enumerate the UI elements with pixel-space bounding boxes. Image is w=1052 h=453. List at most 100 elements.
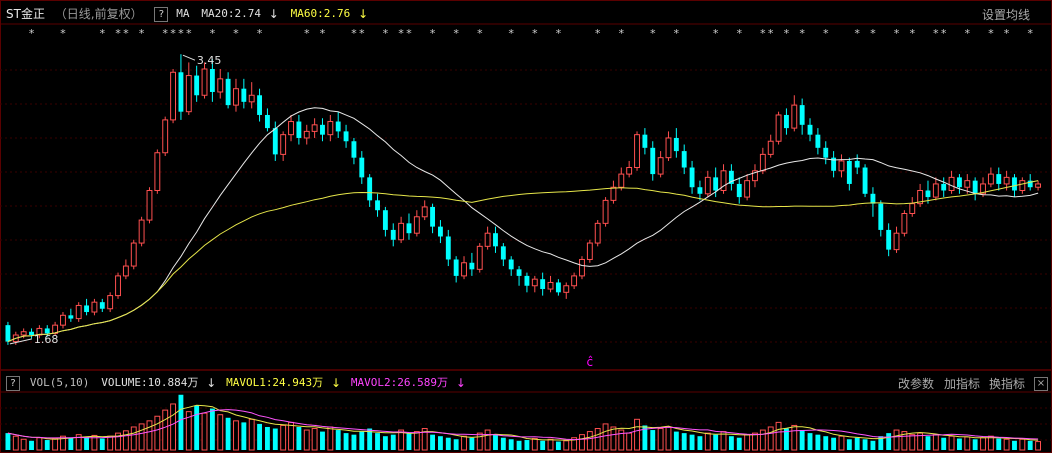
- volume-bar-down: [1012, 440, 1017, 450]
- volume-bar-down: [44, 440, 50, 450]
- volume-bar-up: [909, 434, 916, 451]
- volume-bar-down: [68, 437, 74, 450]
- volume-bar-down: [296, 426, 302, 450]
- volume-bar-down: [453, 439, 459, 450]
- info-star-marker: *: [319, 27, 326, 40]
- volume-bar-down: [925, 436, 931, 450]
- candle-body-up: [980, 183, 986, 195]
- candle-body-up: [571, 275, 578, 287]
- candle-body-down: [493, 233, 498, 247]
- volume-bar-up: [217, 414, 224, 451]
- candle-body-down: [178, 72, 184, 112]
- volume-bar-up: [398, 429, 405, 451]
- vol-help-icon[interactable]: ?: [6, 376, 20, 391]
- candle-body-up: [909, 203, 916, 214]
- candle-body-up: [107, 295, 114, 310]
- volume-bar-up: [759, 429, 766, 451]
- candle-body-down: [68, 315, 74, 319]
- candle-body-down: [437, 226, 443, 237]
- volume-bar-up: [311, 428, 318, 451]
- mavol2-value: MAVOL2:26.589万: [350, 376, 448, 389]
- volume-bar-up: [303, 429, 310, 451]
- ma-settings-button[interactable]: 设置均线: [982, 8, 1031, 22]
- candle-body-up: [75, 304, 82, 320]
- volume-down-arrow-icon: ↓: [206, 376, 217, 390]
- volume-bar-down: [445, 437, 451, 450]
- volume-bar-down: [555, 441, 561, 450]
- volume-bar-down: [335, 430, 341, 450]
- info-star-marker: *: [618, 27, 625, 40]
- switch-indicator-button[interactable]: 换指标: [989, 377, 1026, 391]
- candle-body-down: [469, 262, 475, 270]
- price-panel-header: ST金正 （日线,前复权） ? MA MA20:2.74 ↓ MA60:2.76…: [0, 3, 1052, 25]
- volume-bar-down: [681, 433, 687, 450]
- info-star-marker: *: [760, 27, 767, 40]
- volume-bar-down: [728, 436, 734, 450]
- candle-body-up: [1035, 183, 1042, 188]
- candle-body-up: [704, 176, 711, 195]
- volume-bar-up: [130, 426, 137, 451]
- volume-bar-up: [563, 440, 570, 451]
- candle-body-down: [831, 157, 837, 171]
- info-star-marker: *: [185, 27, 192, 40]
- candle-body-down: [815, 134, 821, 148]
- candle-body-down: [343, 131, 349, 142]
- candle-body-up: [154, 152, 161, 192]
- volume-bar-down: [178, 394, 184, 450]
- candle-body-up: [594, 222, 601, 244]
- candle-body-up: [130, 242, 137, 267]
- info-star-marker: *: [854, 27, 861, 40]
- candle-body-down: [972, 180, 978, 194]
- volume-bar-down: [99, 438, 105, 450]
- candle-body-down: [264, 114, 270, 129]
- candle-body-down: [320, 124, 325, 135]
- candle-body-up: [138, 219, 145, 244]
- candle-body-up: [618, 173, 625, 188]
- candle-body-up: [327, 121, 334, 136]
- volume-bar-down: [815, 434, 821, 450]
- volume-bar-up: [52, 437, 59, 451]
- volume-bar-up: [233, 420, 239, 451]
- volume-bar-up: [657, 428, 664, 451]
- candle-body-down: [5, 325, 11, 342]
- change-params-button[interactable]: 改参数: [898, 377, 935, 391]
- candle-body-up: [288, 121, 294, 136]
- candle-body-up: [461, 262, 467, 277]
- volume-bar-up: [917, 432, 924, 451]
- volume-bar-up: [618, 429, 625, 451]
- candle-body-down: [516, 269, 522, 276]
- info-star-marker: *: [555, 27, 562, 40]
- info-star-marker: *: [115, 27, 122, 40]
- ma60-line: [7, 180, 1039, 343]
- info-star-marker: *: [209, 27, 216, 40]
- candle-body-up: [484, 232, 491, 247]
- volume-bar-up: [248, 418, 255, 451]
- candle-body-up: [201, 68, 208, 96]
- candle-body-up: [775, 114, 782, 142]
- volume-bar-up: [154, 415, 161, 451]
- volume-bar-down: [375, 433, 380, 450]
- candle-body-up: [948, 176, 955, 192]
- volume-value: VOLUME:10.884万: [101, 376, 199, 389]
- help-icon[interactable]: ?: [154, 7, 169, 22]
- candle-body-down: [241, 88, 247, 102]
- info-star-marker: *: [964, 27, 971, 40]
- candle-body-up: [248, 94, 255, 103]
- volume-bar-down: [84, 436, 90, 450]
- info-star-marker: *: [303, 27, 310, 40]
- volume-bar-down: [823, 436, 829, 450]
- candle-body-down: [367, 177, 373, 201]
- info-star-marker: *: [178, 27, 185, 40]
- mavol1-value: MAVOL1:24.943万: [226, 376, 324, 389]
- add-indicator-button[interactable]: 加指标: [944, 377, 981, 391]
- volume-bar-up: [901, 431, 908, 451]
- info-star-marker: *: [233, 27, 240, 40]
- info-star-marker: *: [933, 27, 940, 40]
- candle-body-down: [225, 78, 231, 106]
- candle-body-down: [500, 246, 506, 260]
- volume-bar-down: [209, 408, 215, 450]
- volume-bar-down: [878, 436, 884, 450]
- volume-bar-up: [571, 437, 578, 451]
- high-pointer: [182, 54, 196, 61]
- close-icon[interactable]: ×: [1034, 377, 1048, 391]
